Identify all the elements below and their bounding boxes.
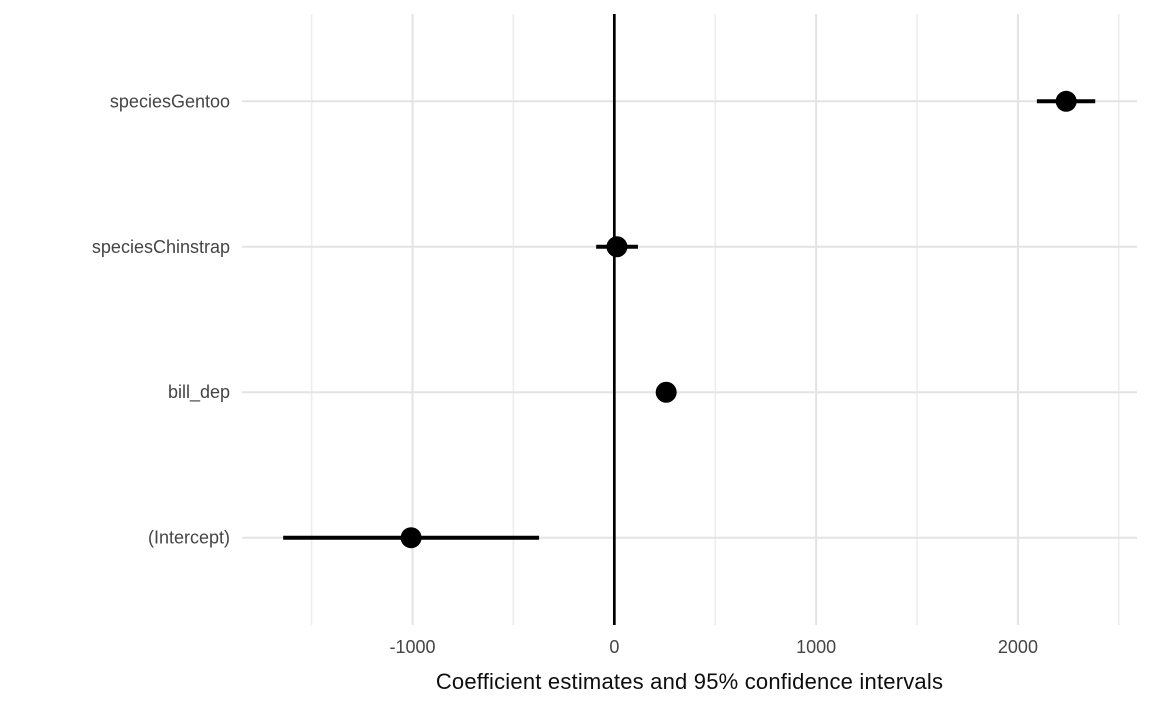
y-axis-label-speciesGentoo: speciesGentoo: [110, 91, 230, 111]
y-axis-label-(Intercept): (Intercept): [148, 528, 230, 548]
axis-label-layer: speciesGentoo speciesChinstrap bill_dep (In…: [92, 91, 1038, 657]
point-speciesChinstrap: [606, 236, 628, 258]
grid-major-layer: [242, 14, 1137, 625]
x-tick-label--1000: -1000: [390, 637, 436, 657]
y-axis-label-bill_dep: bill_dep: [168, 382, 230, 403]
x-tick-label-2000: 2000: [998, 637, 1038, 657]
data-layer: [283, 90, 1096, 549]
x-tick-label-1000: 1000: [796, 637, 836, 657]
point-(Intercept): [400, 527, 422, 549]
x-tick-label-0: 0: [609, 637, 619, 657]
x-axis-title: Coefficient estimates and 95% confidence…: [435, 669, 944, 694]
point-speciesGentoo: [1055, 90, 1077, 112]
grid-minor-layer: [310, 14, 1120, 625]
y-axis-label-speciesChinstrap: speciesChinstrap: [92, 237, 230, 257]
point-bill_dep: [655, 381, 677, 403]
